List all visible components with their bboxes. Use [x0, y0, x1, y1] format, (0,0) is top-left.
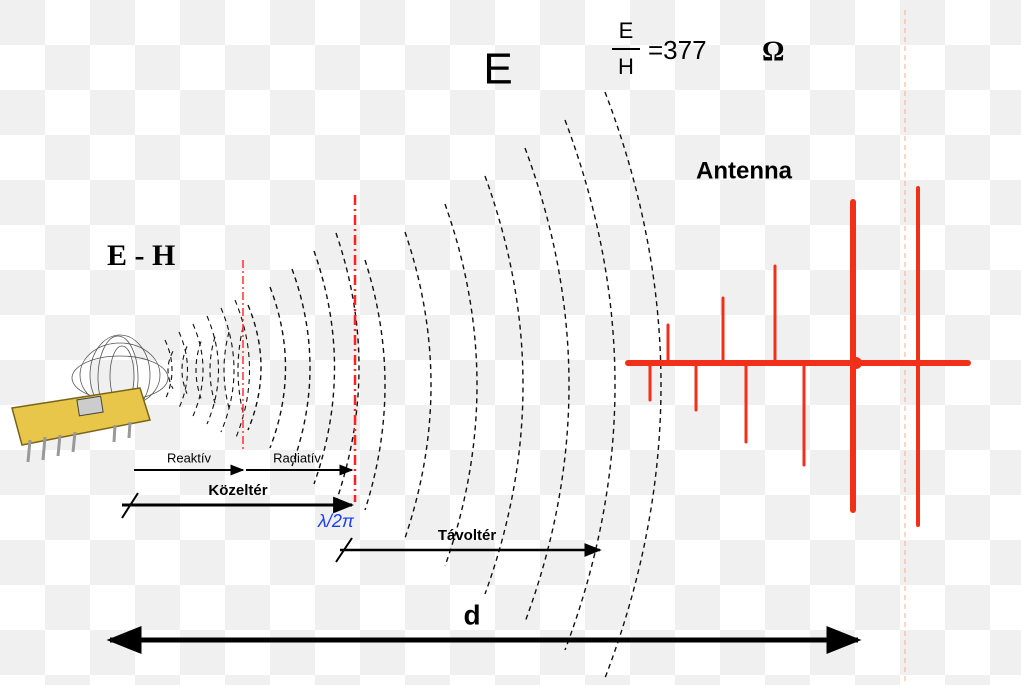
wave-front: [223, 331, 230, 409]
wave-front: [291, 268, 311, 467]
formula-unit: Ω: [762, 36, 784, 67]
wave-front: [524, 147, 570, 623]
field-label: E: [483, 45, 512, 94]
formula-value: =377: [648, 35, 707, 65]
wave-front: [313, 250, 336, 485]
wave-front: [247, 304, 262, 431]
formula-denominator: H: [618, 54, 634, 79]
near-source-label: E - H: [107, 239, 175, 272]
wave-front: [181, 346, 188, 394]
wave-front: [404, 231, 432, 539]
wave-front: [444, 203, 478, 567]
wave-front: [269, 286, 287, 449]
wave-front: [364, 259, 386, 511]
near-field-label: Közeltér: [208, 482, 267, 499]
wave-front: [604, 91, 662, 679]
wave-front: [234, 299, 250, 441]
wave-front: [164, 339, 173, 401]
far-field-label: Távoltér: [438, 527, 497, 544]
wave-front: [220, 307, 235, 433]
arrows: [106, 464, 862, 654]
wave-front: [167, 350, 174, 390]
transmitter-module: [11, 334, 169, 463]
antenna: [625, 186, 971, 527]
radiative-label: Radiatív: [273, 450, 321, 465]
wave-fronts: [164, 91, 662, 679]
distance-label: d: [463, 599, 480, 630]
boundary-label: λ/2π: [317, 511, 355, 531]
wave-front: [192, 323, 204, 417]
formula-numerator: E: [619, 18, 634, 43]
wave-front: [195, 341, 202, 399]
wave-front: [564, 119, 616, 651]
reactive-label: Reaktív: [167, 450, 212, 465]
wave-front: [178, 331, 188, 409]
antenna-label: Antenna: [696, 157, 793, 184]
wave-front: [206, 315, 219, 425]
